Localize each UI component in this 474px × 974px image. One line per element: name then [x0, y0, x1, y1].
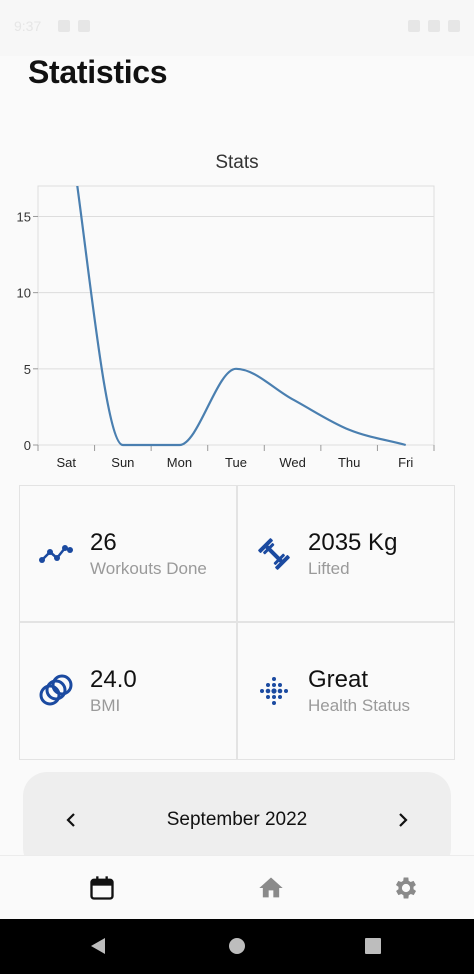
stat-label: BMI	[90, 696, 121, 715]
status-time: 9:37	[14, 18, 42, 34]
page-title: Statistics	[28, 54, 168, 90]
y-tick-label: 15	[17, 209, 31, 224]
y-tick-label: 5	[24, 362, 31, 377]
month-label: September 2022	[166, 809, 308, 830]
settings-icon[interactable]	[392, 874, 420, 902]
rings-icon	[39, 674, 73, 706]
stat-value: 2035 Kg	[308, 529, 398, 556]
stat-label: Health Status	[308, 696, 411, 715]
home-circle-icon[interactable]	[228, 937, 246, 955]
series-line	[76, 186, 406, 447]
x-tick-label: Tue	[225, 455, 247, 470]
stats-chart: Stats 0 5 10 15 Sat Sun Mon Tue Wed Thu Fri	[0, 140, 474, 485]
x-tick-label: Sun	[111, 455, 134, 470]
calendar-icon[interactable]	[88, 874, 116, 902]
back-icon[interactable]	[88, 936, 108, 956]
dots-grid-icon	[260, 677, 288, 705]
recents-icon[interactable]	[365, 938, 381, 954]
stat-label: Lifted	[308, 559, 350, 578]
android-system-nav	[0, 919, 474, 974]
notification-icon	[58, 20, 70, 32]
home-icon[interactable]	[257, 874, 285, 902]
stat-card-workouts[interactable]: 26 Workouts Done	[19, 485, 237, 622]
stat-value: 26	[90, 529, 117, 556]
chart-svg: 0 5 10 15 Sat Sun Mon Tue Wed Thu Fri	[17, 185, 435, 470]
dumbbell-icon	[258, 538, 290, 570]
chevron-right-icon[interactable]	[391, 808, 415, 832]
stat-value: 24.0	[90, 666, 137, 693]
stats-grid: 26 Workouts Done 2035 Kg Lifted 24.0 BMI	[19, 485, 455, 760]
y-tick-label: 0	[24, 438, 31, 453]
stat-label: Workouts Done	[90, 559, 207, 578]
trend-line-icon	[39, 545, 73, 563]
y-tick-label: 10	[17, 286, 31, 301]
x-tick-label: Mon	[167, 455, 192, 470]
status-icons	[408, 20, 460, 32]
chevron-left-icon[interactable]	[59, 808, 83, 832]
bottom-nav	[0, 855, 474, 919]
stat-value: Great	[308, 666, 369, 693]
plot-frame	[37, 185, 435, 446]
signal-icon	[428, 20, 440, 32]
battery-icon	[448, 20, 460, 32]
x-tick-label: Thu	[338, 455, 360, 470]
stat-card-bmi[interactable]: 24.0 BMI	[19, 622, 237, 760]
status-bar: 9:37	[0, 0, 474, 56]
notification-icon	[78, 20, 90, 32]
x-tick-label: Fri	[398, 455, 413, 470]
x-tick-label: Wed	[279, 455, 306, 470]
stat-card-lifted[interactable]: 2035 Kg Lifted	[237, 485, 455, 622]
chart-title: Stats	[215, 152, 259, 173]
stat-card-health[interactable]: Great Health Status	[237, 622, 455, 760]
wifi-icon	[408, 20, 420, 32]
x-tick-label: Sat	[57, 455, 77, 470]
